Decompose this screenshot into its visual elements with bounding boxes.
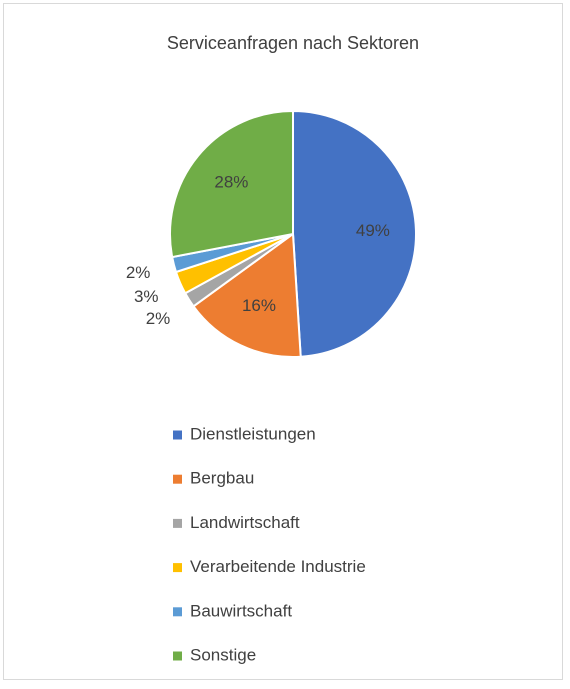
chart-title: Serviceanfragen nach Sektoren: [167, 33, 419, 53]
legend-swatch: [173, 430, 182, 440]
data-label: 2%: [126, 263, 151, 282]
legend-swatch: [173, 651, 182, 661]
pie-slice: [292, 109, 417, 358]
data-label: 16%: [242, 296, 276, 315]
legend-swatch: [173, 518, 182, 528]
legend-label: Dienstleistungen: [190, 424, 316, 443]
pie-slice: [192, 232, 302, 358]
legend-label: Verarbeitende Industrie: [190, 557, 366, 576]
data-label: 3%: [134, 287, 159, 306]
legend-swatch: [173, 474, 182, 484]
legend-swatch: [173, 563, 182, 573]
data-label: 28%: [214, 173, 248, 192]
legend-label: Sonstige: [190, 645, 256, 664]
pie-slice: [169, 109, 294, 259]
legend-label: Bergbau: [190, 469, 254, 488]
data-label: 2%: [146, 309, 171, 328]
legend-label: Landwirtschaft: [190, 513, 300, 532]
legend-label: Bauwirtschaft: [190, 601, 292, 620]
legend-swatch: [173, 607, 182, 617]
data-label: 49%: [356, 221, 390, 240]
